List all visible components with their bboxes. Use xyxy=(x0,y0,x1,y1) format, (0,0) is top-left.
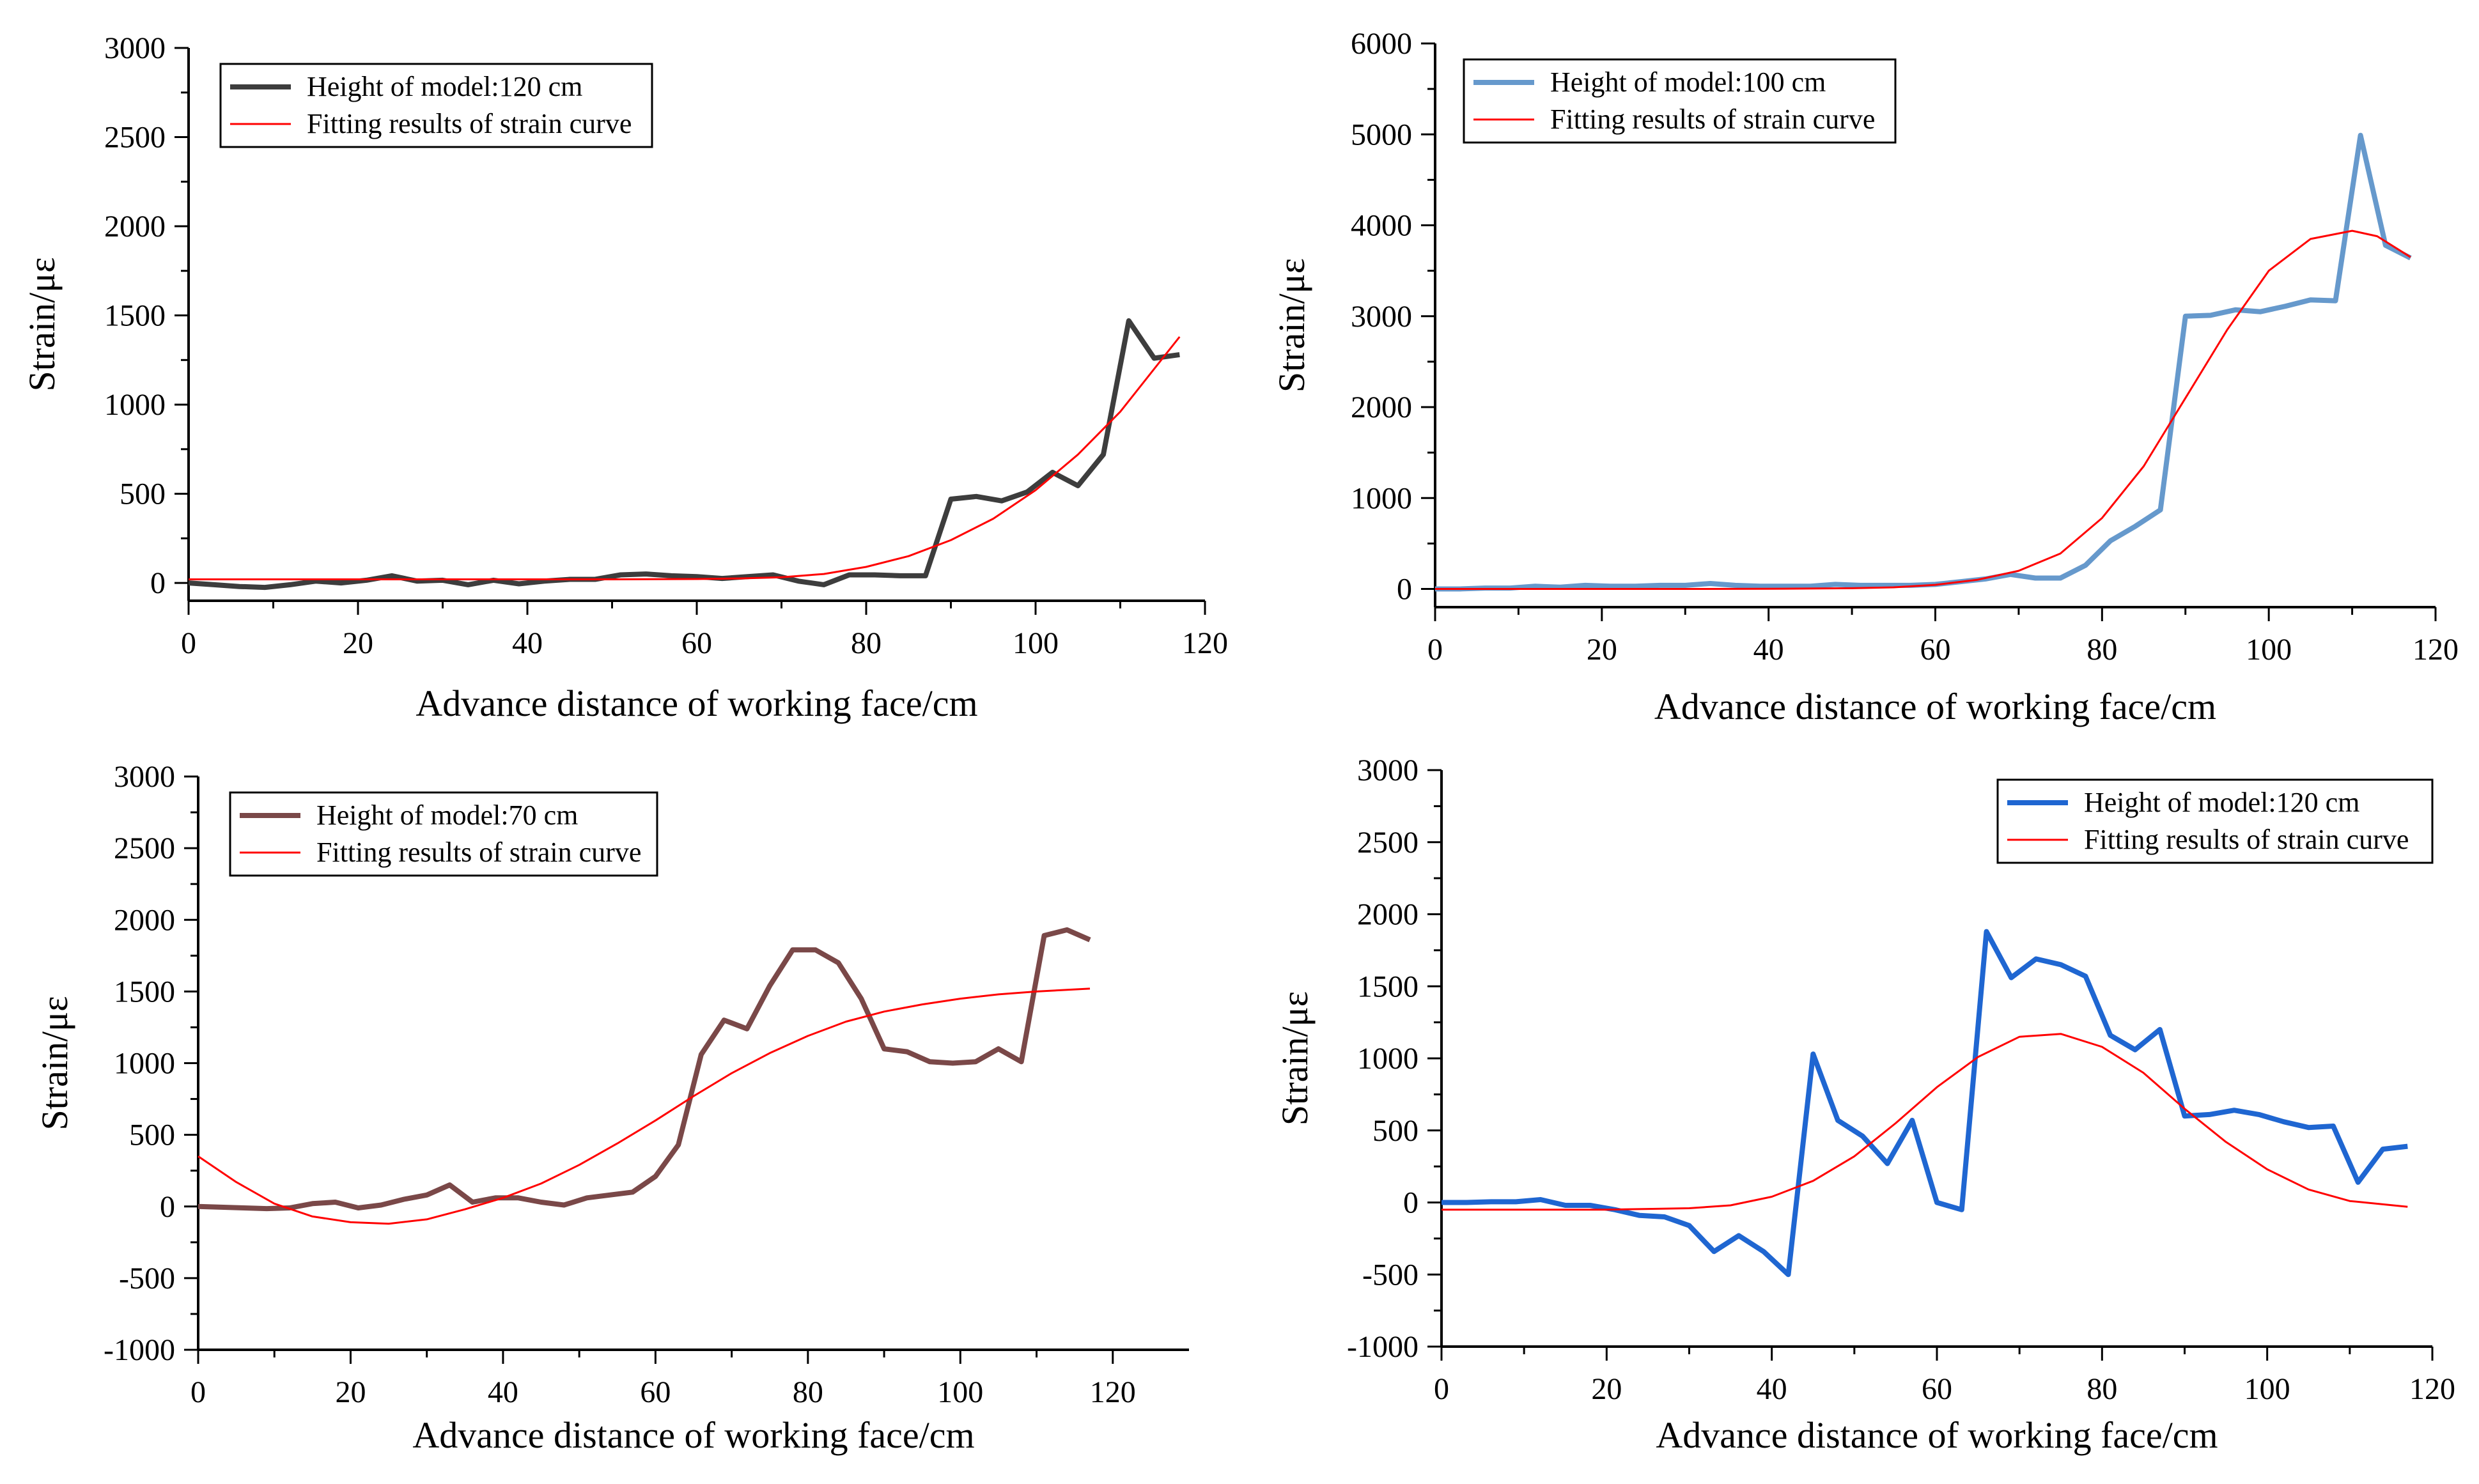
x-tick-label: 40 xyxy=(488,1375,518,1409)
x-tick-label: 20 xyxy=(1591,1372,1622,1406)
legend-box xyxy=(1996,778,2434,864)
legend-label-measured: Height of model:120 cm xyxy=(307,71,582,102)
x-tick-label: 120 xyxy=(1182,626,1228,660)
x-tick-label: 0 xyxy=(190,1375,206,1409)
y-tick-label: 2000 xyxy=(104,210,166,243)
x-axis-title: Advance distance of working face/cm xyxy=(1654,686,2216,727)
y-tick-label: 4000 xyxy=(1351,209,1412,243)
measured-strain-line xyxy=(188,318,1180,591)
x-tick-label: 40 xyxy=(1757,1372,1787,1406)
y-tick-label: 0 xyxy=(150,566,166,600)
x-tick-label: 80 xyxy=(2087,633,2117,667)
y-tick-label: 2000 xyxy=(1351,390,1412,424)
y-tick-label: 1500 xyxy=(104,299,166,333)
x-tick-label: 20 xyxy=(343,626,373,660)
fitted-strain-line xyxy=(1442,1033,2408,1211)
y-tick-label: 3000 xyxy=(1351,300,1412,334)
x-tick-label: 0 xyxy=(1434,1372,1449,1406)
measured-strain-line xyxy=(1435,132,2412,592)
y-tick-label: 500 xyxy=(1372,1114,1418,1148)
x-tick-label: 100 xyxy=(937,1375,983,1409)
legend-label-fitted: Fitting results of strain curve xyxy=(307,108,632,139)
x-tick-label: 100 xyxy=(2246,633,2292,667)
legend-label-fitted: Fitting results of strain curve xyxy=(1550,104,1875,135)
x-tick-label: 100 xyxy=(2244,1372,2290,1406)
x-tick-label: 120 xyxy=(1090,1375,1136,1409)
y-tick-label: 1000 xyxy=(1351,481,1412,515)
legend: Height of model:120 cm Fitting results of… xyxy=(219,63,653,148)
measured-strain-line xyxy=(198,927,1091,1212)
measured-strain-line xyxy=(1442,929,2408,1278)
legend-box xyxy=(229,791,658,877)
x-tick-label: 80 xyxy=(2087,1372,2117,1406)
chart-panel-top-left: 0 20 40 60 80 100 120 0 500 1000 1500 2000 2500 3000 A… xyxy=(21,31,1228,724)
y-axis-title: Strain/με xyxy=(34,996,75,1130)
x-tick-label: 0 xyxy=(1427,633,1443,667)
x-tick-label: 60 xyxy=(681,626,712,660)
legend-label-measured: Height of model:70 cm xyxy=(316,800,578,831)
y-tick-label: 500 xyxy=(129,1118,175,1152)
legend-box xyxy=(1463,58,1897,144)
chart-panel-bottom-right: 0 20 40 60 80 100 120 -1000 -500 0 500 1000 1500 2000… xyxy=(1274,754,2455,1456)
x-tick-label: 60 xyxy=(1922,1372,1952,1406)
x-axis-title: Advance distance of working face/cm xyxy=(1656,1414,2218,1456)
y-tick-label: 500 xyxy=(120,477,166,511)
y-tick-label: -1000 xyxy=(1347,1330,1418,1364)
y-tick-label: 3000 xyxy=(104,31,166,65)
y-tick-label: 2500 xyxy=(114,831,175,865)
y-tick-label: 1500 xyxy=(114,975,175,1009)
y-tick-label: 0 xyxy=(1397,573,1412,607)
fitted-strain-line xyxy=(1435,229,2411,590)
x-tick-label: 20 xyxy=(1587,633,1617,667)
legend: Height of model:120 cm Fitting results of… xyxy=(1996,778,2434,864)
legend: Height of model:70 cm Fitting results of … xyxy=(229,791,658,877)
y-tick-label: 0 xyxy=(1403,1186,1418,1220)
y-axis-title: Strain/με xyxy=(1271,258,1312,392)
x-tick-label: 60 xyxy=(640,1375,671,1409)
y-tick-label: 2000 xyxy=(114,903,175,937)
chart-panel-bottom-left: 0 20 40 60 80 100 120 -1000 -500 0 500 1000 1500 2000… xyxy=(34,760,1189,1456)
y-tick-label: 1000 xyxy=(104,388,166,422)
x-axis-title: Advance distance of working face/cm xyxy=(416,683,977,724)
fitted-strain-line xyxy=(189,336,1181,580)
y-tick-label: -1000 xyxy=(104,1333,175,1367)
x-tick-label: 80 xyxy=(793,1375,823,1409)
y-tick-label: 2000 xyxy=(1357,898,1418,932)
fitted-strain-line xyxy=(198,987,1091,1225)
y-tick-label: 2500 xyxy=(1357,826,1418,860)
y-axis-title: Strain/με xyxy=(21,257,63,391)
y-tick-label: 1500 xyxy=(1357,970,1418,1003)
y-tick-label: -500 xyxy=(1362,1258,1418,1292)
legend-label-measured: Height of model:100 cm xyxy=(1550,66,1826,98)
legend-label-fitted: Fitting results of strain curve xyxy=(316,837,641,868)
y-tick-label: 1000 xyxy=(1357,1042,1418,1076)
y-axis-title: Strain/με xyxy=(1274,991,1316,1125)
x-tick-label: 40 xyxy=(1753,633,1784,667)
y-tick-label: 2500 xyxy=(104,121,166,155)
y-tick-label: 1000 xyxy=(114,1047,175,1081)
x-tick-label: 0 xyxy=(181,626,196,660)
y-tick-label: 3000 xyxy=(114,760,175,794)
x-tick-label: 120 xyxy=(2409,1372,2455,1406)
legend: Height of model:100 cm Fitting results of… xyxy=(1463,58,1897,144)
y-tick-label: 0 xyxy=(160,1190,175,1224)
x-tick-label: 20 xyxy=(335,1375,366,1409)
x-tick-label: 60 xyxy=(1920,633,1951,667)
x-tick-label: 40 xyxy=(512,626,543,660)
legend-label-measured: Height of model:120 cm xyxy=(2084,787,2359,818)
y-tick-label: -500 xyxy=(119,1262,175,1295)
chart-panel-top-right: 0 20 40 60 80 100 120 0 1000 2000 3000 4000 5000 6000… xyxy=(1271,27,2459,727)
y-tick-label: 3000 xyxy=(1357,754,1418,787)
x-axis-title: Advance distance of working face/cm xyxy=(412,1414,974,1456)
y-tick-label: 6000 xyxy=(1351,27,1412,61)
legend-box xyxy=(219,63,653,148)
x-tick-label: 120 xyxy=(2413,633,2459,667)
legend-label-fitted: Fitting results of strain curve xyxy=(2084,824,2409,855)
x-tick-label: 100 xyxy=(1013,626,1059,660)
y-tick-label: 5000 xyxy=(1351,118,1412,151)
x-tick-label: 80 xyxy=(851,626,882,660)
